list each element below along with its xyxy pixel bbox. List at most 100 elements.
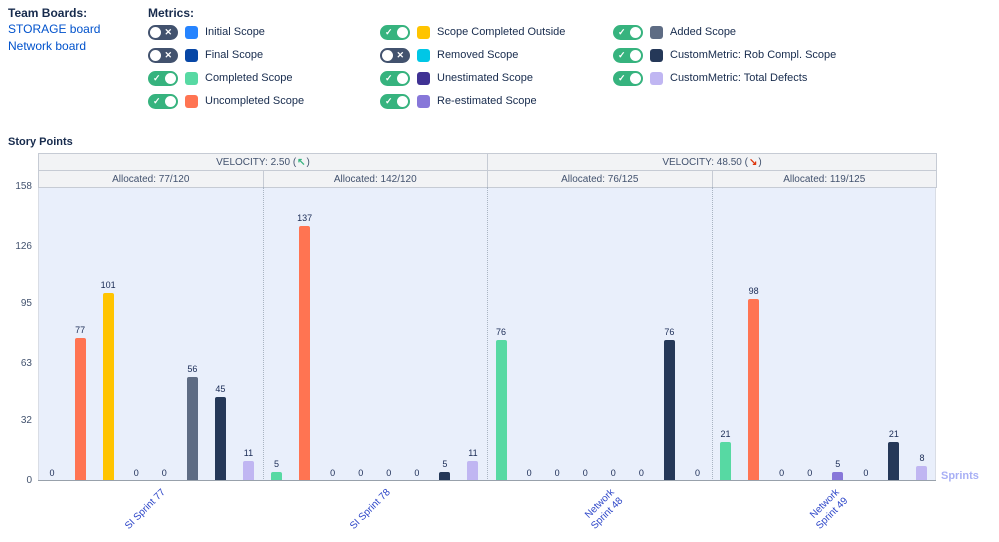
sprint-label: Network Sprint 48 (583, 487, 626, 532)
bar-value-label: 0 (807, 468, 813, 478)
sprint-label: SI Sprint 77 (123, 487, 169, 532)
bar-value-label: 11 (468, 447, 478, 458)
chart-bar (271, 471, 283, 481)
board-link-network[interactable]: Network board (8, 39, 87, 53)
metric-color-swatch (185, 71, 198, 85)
bar-value-label: 0 (49, 468, 55, 478)
metric-toggle[interactable]: ✓ (613, 70, 643, 86)
y-tick-label: 95 (20, 298, 32, 310)
metric-color-swatch (417, 25, 430, 39)
metric-toggle[interactable]: ✓ (380, 93, 410, 109)
bar-value-label: 0 (582, 468, 588, 478)
allocated-header: Allocated: 119/125 (711, 170, 937, 188)
metric-color-swatch (185, 94, 198, 108)
check-icon: ✓ (153, 72, 161, 83)
metric-legend-item: ✓ Added Scope (613, 23, 736, 41)
bar-value-label: 0 (779, 468, 785, 478)
metric-label: Final Scope (205, 49, 264, 61)
metric-toggle[interactable]: ✓ (148, 70, 178, 86)
chart-bar (242, 460, 254, 481)
chart-bar (299, 226, 311, 481)
metric-label: Completed Scope (205, 72, 293, 84)
chart-bar (439, 471, 451, 481)
bar-value-label: 45 (215, 384, 226, 395)
x-axis-title: Sprints (941, 470, 979, 482)
toggle-knob (397, 26, 408, 38)
metric-legend-item: ✓ Unestimated Scope (380, 69, 533, 87)
metric-toggle[interactable]: ✓ (613, 47, 643, 63)
bar-value-label: 0 (161, 468, 167, 478)
bar-value-label: 76 (664, 326, 675, 337)
bar-value-label: 137 (297, 213, 313, 224)
metric-legend-item: ✕ Final Scope (148, 46, 263, 64)
bar-value-label: 98 (748, 285, 759, 296)
metric-toggle[interactable]: ✕ (148, 24, 178, 40)
bar-value-label: 0 (414, 468, 420, 478)
metric-legend-item: ✓ Scope Completed Outside (380, 23, 565, 41)
y-axis-title: Story Points (8, 136, 73, 148)
bar-value-label: 0 (554, 468, 560, 478)
metric-toggle[interactable]: ✓ (380, 24, 410, 40)
check-icon: ✓ (385, 26, 393, 37)
metric-label: Removed Scope (437, 49, 519, 61)
bar-value-label: 0 (610, 468, 616, 478)
metric-label: Unestimated Scope (437, 72, 533, 84)
y-tick-label: 63 (20, 357, 32, 369)
cross-icon: ✕ (164, 49, 172, 60)
velocity-header: VELOCITY: 2.50 (↖) (38, 153, 488, 171)
chart-bar (102, 293, 114, 481)
bar-value-label: 0 (863, 468, 869, 478)
metric-color-swatch (650, 48, 663, 62)
toggle-knob (630, 72, 641, 84)
board-link-storage[interactable]: STORAGE board (8, 22, 101, 36)
bar-value-label: 76 (496, 326, 507, 337)
bar-value-label: 0 (358, 468, 364, 478)
allocated-header: Allocated: 142/120 (262, 170, 488, 188)
check-icon: ✓ (618, 72, 626, 83)
chart-bar (186, 376, 198, 481)
metric-label: CustomMetric: Total Defects (670, 72, 808, 84)
bar-value-label: 0 (330, 468, 336, 478)
group-separator (487, 187, 488, 481)
sprint-label: Network Sprint 49 (807, 487, 851, 532)
check-icon: ✓ (618, 49, 626, 60)
metric-legend-item: ✕ Initial Scope (148, 23, 265, 41)
bar-value-label: 101 (100, 280, 116, 291)
chart-bar (888, 441, 900, 481)
metric-toggle[interactable]: ✓ (148, 93, 178, 109)
metric-color-swatch (650, 25, 663, 39)
chart-bar (748, 298, 760, 481)
cross-icon: ✕ (164, 26, 172, 37)
y-tick-label: 126 (15, 240, 32, 252)
toggle-knob (397, 72, 408, 84)
metric-toggle[interactable]: ✓ (380, 70, 410, 86)
check-icon: ✓ (385, 95, 393, 106)
y-tick-label: 32 (20, 415, 32, 427)
cross-icon: ✕ (396, 49, 404, 60)
allocated-header: Allocated: 77/120 (38, 170, 264, 188)
bar-value-label: 8 (919, 453, 925, 464)
metric-color-swatch (417, 48, 430, 62)
toggle-knob (630, 49, 641, 61)
toggle-knob (165, 95, 176, 107)
chart-bar (916, 466, 928, 481)
toggle-knob (165, 72, 176, 84)
metric-label: Uncompleted Scope (205, 95, 305, 107)
metric-toggle[interactable]: ✕ (148, 47, 178, 63)
metric-legend-item: ✓ CustomMetric: Total Defects (613, 69, 807, 87)
metric-legend-item: ✓ CustomMetric: Rob Compl. Scope (613, 46, 836, 64)
velocity-label: VELOCITY: 48.50 (662, 156, 742, 168)
group-separator (262, 187, 264, 481)
metric-label: Scope Completed Outside (437, 26, 566, 38)
metric-legend-item: ✕ Removed Scope (380, 46, 518, 64)
metric-label: CustomMetric: Rob Compl. Scope (670, 49, 837, 61)
toggle-knob (150, 49, 161, 61)
metric-color-swatch (417, 94, 430, 108)
chart-bar (720, 441, 732, 481)
metric-toggle[interactable]: ✓ (613, 24, 643, 40)
metric-color-swatch (650, 71, 663, 85)
metric-label: Initial Scope (205, 26, 265, 38)
chart-bar (467, 460, 479, 481)
metric-toggle[interactable]: ✕ (380, 47, 410, 63)
